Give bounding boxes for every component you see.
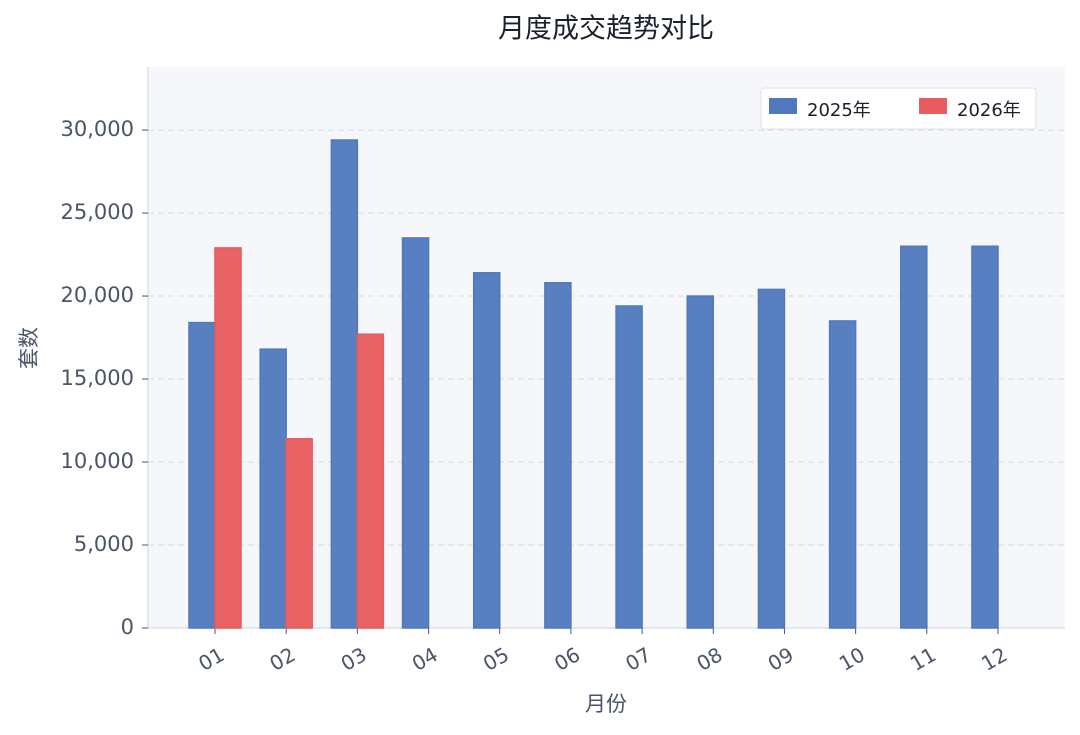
y-tick-label: 25,000 (61, 200, 134, 224)
legend-label: 2025年 (807, 100, 871, 121)
x-tick-label: 06 (550, 642, 584, 676)
y-axis-label: 套数 (17, 327, 41, 369)
legend-swatch (769, 98, 797, 114)
bar (828, 320, 857, 629)
legend-box (760, 87, 1037, 130)
bar (285, 438, 313, 629)
x-tick-label: 11 (906, 642, 940, 676)
bar (544, 282, 572, 629)
legend-swatch (919, 98, 947, 114)
bar (214, 247, 242, 629)
y-tick-label: 30,000 (61, 117, 134, 141)
x-tick-label: 01 (194, 642, 228, 676)
y-tick-label: 15,000 (61, 366, 134, 390)
x-tick-label: 08 (692, 642, 726, 676)
x-tick-label: 09 (764, 642, 798, 676)
bar (259, 348, 287, 629)
bar (356, 333, 385, 629)
y-tick-label: 5,000 (74, 532, 134, 556)
x-tick-label: 04 (408, 642, 442, 676)
bar (971, 245, 999, 629)
legend-label: 2026年 (957, 100, 1021, 121)
bar (472, 272, 501, 629)
x-tick-label: 02 (265, 642, 299, 676)
y-tick-label: 0 (121, 615, 134, 639)
x-tick-label: 10 (835, 642, 869, 676)
bar (900, 245, 928, 629)
bar (686, 295, 715, 629)
bar (401, 237, 430, 629)
x-axis-label: 月份 (585, 692, 627, 716)
x-tick-label: 05 (479, 642, 513, 676)
bar (757, 288, 786, 629)
chart-title: 月度成交趋势对比 (498, 14, 714, 45)
x-tick-label: 07 (621, 642, 655, 676)
bar (188, 321, 216, 629)
y-tick-label: 10,000 (61, 449, 134, 473)
bar (615, 305, 643, 629)
x-tick-label: 03 (337, 642, 371, 676)
y-tick-label: 20,000 (61, 283, 134, 307)
bar (330, 139, 359, 629)
x-tick-label: 12 (977, 642, 1011, 676)
